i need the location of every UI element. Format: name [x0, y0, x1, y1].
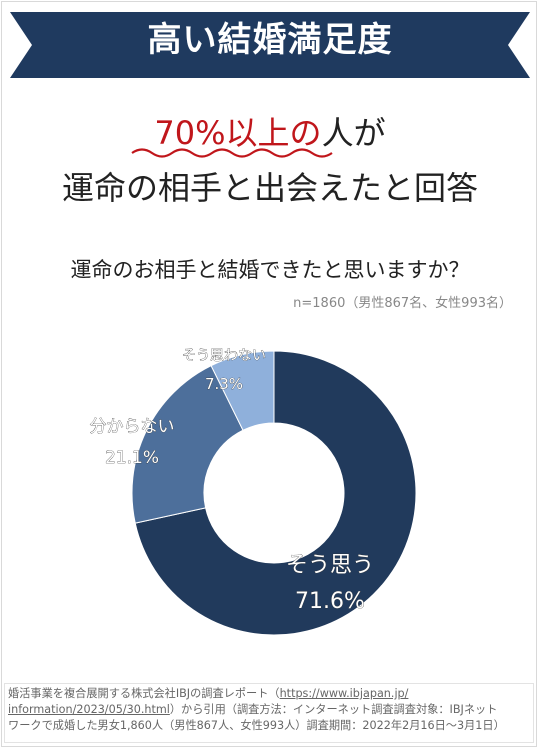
source-link-part-2[interactable]: information/2023/05/30.html [8, 703, 170, 716]
slice-0 [134, 350, 417, 636]
slice-label-1: 分からない [90, 417, 175, 437]
source-note: 婚活事業を複合展開する株式会社IBJの調査レポート（https://www.ib… [4, 683, 534, 743]
title-banner [10, 12, 530, 78]
slice-1 [131, 365, 244, 524]
source-line-3: ワークで成婚した男女1,860人（男性867人、女性993人）調査期間：2022… [8, 719, 505, 732]
banner-title: 高い結婚満足度 [147, 20, 393, 60]
chart-title: 運命のお相手と結婚できたと思いますか？ [70, 258, 470, 282]
slice-label-2: そう思わない [182, 348, 266, 364]
chart-subtitle: n=1860（男性867名、女性993名） [293, 296, 512, 311]
headline-line-1-rest: 人が [321, 114, 386, 152]
headline-line-1: 70%以上の人が [0, 108, 540, 154]
slice-value-0: 71.6% [295, 589, 365, 614]
slice-value-2: 7.3% [205, 375, 243, 393]
headline-line-2: 運命の相手と出会えたと回答 [61, 169, 478, 207]
banner-ribbon [10, 12, 530, 78]
slice-value-1: 21.1% [105, 448, 159, 468]
source-line-2: information/2023/05/30.html）から引用（調査方法：イン… [8, 703, 498, 716]
headline-highlight: 70%以上の [154, 114, 322, 152]
highlight-underline [131, 148, 333, 158]
source-line-1: 婚活事業を複合展開する株式会社IBJの調査レポート（https://www.ib… [8, 687, 409, 700]
donut-chart: そう思う 71.6% 分からない 21.1% そう思わない 7.3% [89, 348, 417, 636]
slice-2 [210, 350, 275, 431]
slice-label-0: そう思う [286, 553, 374, 578]
source-link-part-1[interactable]: https://www.ibjapan.jp/ [279, 687, 409, 700]
